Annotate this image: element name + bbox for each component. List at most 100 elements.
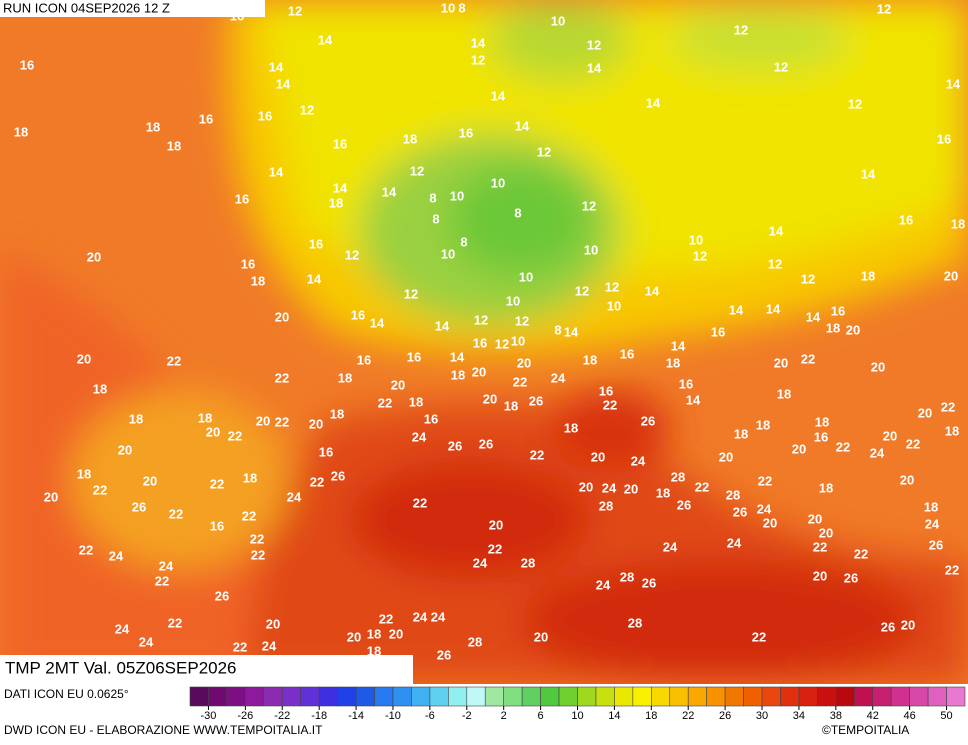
temp-label: 12 xyxy=(582,198,596,213)
temp-label: 18 xyxy=(129,411,143,426)
temp-label: 14 xyxy=(729,302,744,317)
temp-label: 12 xyxy=(515,313,529,328)
legend-tick-label: -22 xyxy=(274,710,290,722)
temp-label: 18 xyxy=(329,195,343,210)
temp-label: 20 xyxy=(391,377,405,392)
temp-label: 26 xyxy=(448,438,462,453)
legend-box xyxy=(263,686,283,707)
temp-label: 18 xyxy=(367,626,381,641)
temp-label: 12 xyxy=(877,1,891,16)
temp-label: 8 xyxy=(432,211,439,226)
legend-tick-label: 34 xyxy=(793,710,805,722)
temp-label: 22 xyxy=(169,506,183,521)
legend-box xyxy=(909,686,929,707)
temp-label: 18 xyxy=(504,398,518,413)
temp-label: 14 xyxy=(450,349,465,364)
temp-label: 8 xyxy=(458,0,465,15)
temp-label: 10 xyxy=(450,188,464,203)
temp-label: 22 xyxy=(168,615,182,630)
temp-label: 14 xyxy=(307,271,322,286)
temp-label: 28 xyxy=(620,569,634,584)
temp-label: 24 xyxy=(412,429,427,444)
temp-label: 14 xyxy=(435,318,450,333)
temp-label: 16 xyxy=(679,376,693,391)
temp-label: 22 xyxy=(251,547,265,562)
temp-label: 20 xyxy=(44,489,58,504)
temp-label: 20 xyxy=(483,391,497,406)
temp-label: 14 xyxy=(861,166,876,181)
temp-label: 18 xyxy=(93,381,107,396)
temp-label: 8 xyxy=(429,190,436,205)
legend-box xyxy=(853,686,874,707)
temp-label: 18 xyxy=(564,420,578,435)
temp-label: 26 xyxy=(844,570,858,585)
temp-label: 20 xyxy=(206,424,220,439)
temp-label: 12 xyxy=(693,248,707,263)
temp-label: 24 xyxy=(473,555,488,570)
temp-label: 14 xyxy=(471,35,486,50)
legend-box xyxy=(374,686,394,707)
temp-label: 14 xyxy=(269,164,284,179)
temp-label: 12 xyxy=(848,96,862,111)
temp-label: 16 xyxy=(620,346,634,361)
temp-label: 20 xyxy=(719,449,733,464)
legend-box xyxy=(540,686,560,707)
temp-label: 20 xyxy=(472,364,486,379)
temp-label: 12 xyxy=(768,256,782,271)
temp-label: 24 xyxy=(159,558,174,573)
temp-label: 22 xyxy=(906,436,920,451)
legend-box xyxy=(835,686,855,707)
temp-label: 22 xyxy=(488,541,502,556)
temp-label: 12 xyxy=(575,283,589,298)
temp-label: 28 xyxy=(521,555,535,570)
temp-label: 18 xyxy=(330,406,344,421)
temp-label: 26 xyxy=(929,537,943,552)
temp-label: 20 xyxy=(774,355,788,370)
legend-box xyxy=(595,686,615,707)
temp-label: 10 xyxy=(607,298,621,313)
temp-label: 16 xyxy=(937,131,951,146)
temp-label: 14 xyxy=(766,301,781,316)
temp-label: 24 xyxy=(431,609,446,624)
temp-label: 12 xyxy=(474,312,488,327)
temp-label: 14 xyxy=(806,309,821,324)
header-box xyxy=(0,0,265,17)
temp-label: 18 xyxy=(243,470,257,485)
temp-label: 18 xyxy=(756,417,770,432)
temp-label: 24 xyxy=(727,535,742,550)
temp-label: 28 xyxy=(599,498,613,513)
legend-box xyxy=(872,686,892,707)
legend-box xyxy=(687,686,707,707)
temp-label: 20 xyxy=(77,351,91,366)
temp-label: 18 xyxy=(403,131,417,146)
legend-tick-label: -30 xyxy=(200,710,216,722)
temp-label: 16 xyxy=(309,236,323,251)
temp-label: 26 xyxy=(437,647,451,662)
temp-label: 8 xyxy=(460,234,467,249)
legend-box xyxy=(669,686,689,707)
legend-box xyxy=(448,686,468,707)
temp-label: 20 xyxy=(901,617,915,632)
temp-label: 20 xyxy=(792,441,806,456)
temp-label: 14 xyxy=(946,76,961,91)
map-title: TMP 2MT Val. 05Z06SEP2026 xyxy=(5,658,237,677)
temp-label: 16 xyxy=(235,191,249,206)
temp-label: 20 xyxy=(347,629,361,644)
temp-label: 22 xyxy=(758,473,772,488)
temp-label: 14 xyxy=(276,76,291,91)
temp-label: 12 xyxy=(410,163,424,178)
legend-box xyxy=(614,686,634,707)
temp-label: 18 xyxy=(734,426,748,441)
temp-label: 20 xyxy=(266,616,280,631)
legend-box xyxy=(817,686,837,707)
temp-label: 20 xyxy=(900,472,914,487)
temp-label: 14 xyxy=(686,392,701,407)
temp-label: 16 xyxy=(831,303,845,318)
legend-tick-label: -10 xyxy=(385,710,401,722)
temp-label: 18 xyxy=(924,499,938,514)
temp-label: 24 xyxy=(109,548,124,563)
temp-label: 20 xyxy=(808,511,822,526)
temp-label: 18 xyxy=(198,410,212,425)
temp-label: 18 xyxy=(583,352,597,367)
